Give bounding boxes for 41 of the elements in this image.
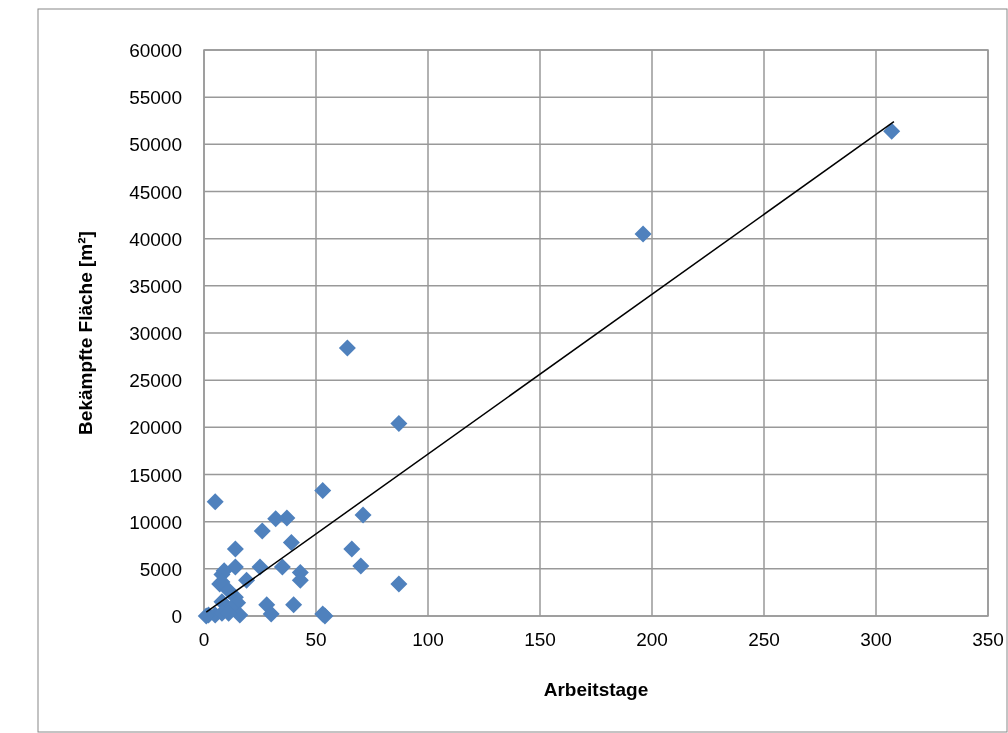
point — [262, 605, 280, 623]
point — [390, 575, 408, 593]
point — [343, 540, 361, 558]
point — [273, 558, 291, 576]
point — [251, 558, 269, 576]
point — [314, 482, 332, 500]
y-tick-label: 40000 — [129, 228, 182, 250]
point — [253, 522, 271, 540]
y-tick-label: 0 — [171, 606, 182, 627]
y-tick-label: 55000 — [129, 87, 182, 109]
x-tick-label: 100 — [412, 629, 444, 650]
y-tick-label: 45000 — [129, 181, 182, 203]
point — [206, 493, 224, 511]
point — [285, 596, 303, 614]
y-tick-label: 60000 — [129, 40, 182, 61]
y-tick-label: 10000 — [129, 511, 182, 533]
y-tick-label: 20000 — [129, 417, 182, 439]
y-axis-title: Bekämpfte Fläche [m²] — [75, 231, 96, 435]
point — [390, 415, 408, 433]
x-tick-label: 150 — [524, 629, 556, 650]
point — [338, 339, 356, 357]
point — [226, 558, 244, 576]
x-tick-label: 50 — [305, 629, 327, 650]
point — [282, 533, 300, 551]
point — [226, 540, 244, 558]
x-tick-label: 200 — [636, 629, 668, 650]
point — [354, 506, 372, 524]
x-axis-title: Arbeitstage — [543, 679, 649, 700]
y-tick-label: 5000 — [139, 558, 182, 580]
y-tick-label: 50000 — [129, 134, 182, 156]
x-tick-label: 0 — [198, 629, 210, 650]
point — [634, 225, 652, 243]
y-tick-label: 30000 — [129, 323, 182, 344]
x-tick-label: 250 — [748, 629, 780, 650]
y-tick-label: 15000 — [129, 464, 182, 486]
point — [352, 557, 370, 575]
x-tick-label: 350 — [972, 629, 1004, 650]
y-tick-label: 35000 — [129, 275, 182, 297]
point — [883, 122, 901, 140]
y-tick-label: 25000 — [129, 370, 182, 392]
x-tick-label: 300 — [860, 629, 892, 650]
